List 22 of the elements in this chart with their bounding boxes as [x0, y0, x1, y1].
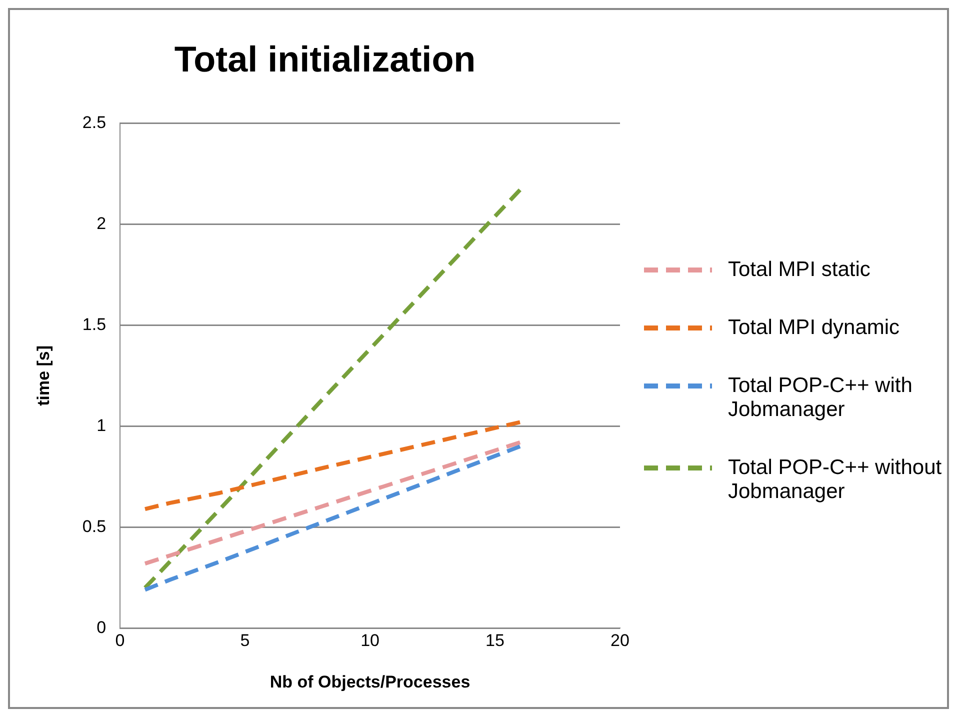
x-tick-label: 15 — [486, 631, 504, 650]
x-tick-label: 0 — [115, 631, 125, 650]
y-tick-label: 0.5 — [82, 516, 106, 536]
x-axis-title: Nb of Objects/Processes — [270, 672, 470, 692]
x-tick-label: 5 — [240, 631, 250, 650]
line-series — [143, 420, 522, 512]
y-tick-label: 1.5 — [82, 314, 106, 334]
y-tick-label: 2.5 — [82, 112, 106, 132]
line-series — [143, 440, 522, 566]
y-axis-title: time [s] — [34, 345, 53, 406]
line-series — [143, 444, 522, 592]
line-series — [143, 188, 522, 590]
x-tick-label: 10 — [360, 631, 380, 650]
legend-label: Total POP-C++ without Jobmanager — [728, 456, 943, 504]
legend-label: Total MPI static — [728, 258, 872, 282]
y-tick-label: 0 — [96, 618, 106, 637]
chart-title: Total initialization — [174, 38, 476, 80]
y-tick-label: 2 — [96, 214, 106, 233]
legend-label: Total POP-C++ with Jobmanager — [728, 374, 914, 422]
legend-label: Total MPI dynamic — [728, 316, 901, 340]
y-tick-label: 1 — [96, 416, 106, 435]
x-tick-label: 20 — [610, 631, 630, 650]
